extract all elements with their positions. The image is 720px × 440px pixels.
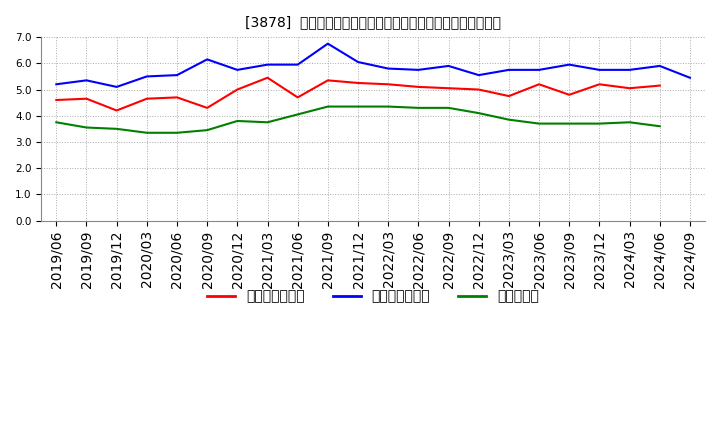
在庫回転率 xyxy=(143,130,151,136)
在庫回転率 xyxy=(52,120,60,125)
買入債務回転率 xyxy=(143,74,151,79)
Line: 在庫回転率: 在庫回転率 xyxy=(56,106,660,133)
売上債権回転率 xyxy=(474,87,483,92)
買入債務回転率 xyxy=(595,67,603,73)
在庫回転率 xyxy=(655,124,664,129)
買入債務回転率 xyxy=(444,63,453,69)
買入債務回転率 xyxy=(565,62,574,67)
買入債務回転率 xyxy=(625,67,634,73)
売上債権回転率 xyxy=(203,105,212,110)
在庫回転率 xyxy=(625,120,634,125)
買入債務回転率 xyxy=(82,78,91,83)
在庫回転率 xyxy=(203,128,212,133)
買入債務回転率 xyxy=(535,67,544,73)
在庫回転率 xyxy=(233,118,242,124)
売上債権回転率 xyxy=(264,75,272,81)
買入債務回転率 xyxy=(384,66,392,71)
売上債権回転率 xyxy=(354,81,362,86)
売上債権回転率 xyxy=(444,85,453,91)
買入債務回転率 xyxy=(203,57,212,62)
売上債権回転率 xyxy=(323,78,332,83)
在庫回転率 xyxy=(535,121,544,126)
在庫回転率 xyxy=(112,126,121,132)
売上債権回転率 xyxy=(384,82,392,87)
売上債権回転率 xyxy=(535,82,544,87)
売上債権回転率 xyxy=(655,83,664,88)
Line: 買入債務回転率: 買入債務回転率 xyxy=(56,44,690,87)
在庫回転率 xyxy=(173,130,181,136)
売上債権回転率 xyxy=(414,84,423,90)
買入債務回転率 xyxy=(112,84,121,90)
買入債務回転率 xyxy=(323,41,332,46)
買入債務回転率 xyxy=(354,59,362,65)
売上債権回転率 xyxy=(505,93,513,99)
在庫回転率 xyxy=(474,110,483,116)
売上債権回転率 xyxy=(233,87,242,92)
売上債権回転率 xyxy=(565,92,574,97)
Legend: 売上債権回転率, 買入債務回転率, 在庫回転率: 売上債権回転率, 買入債務回転率, 在庫回転率 xyxy=(202,284,544,309)
在庫回転率 xyxy=(444,105,453,110)
在庫回転率 xyxy=(323,104,332,109)
在庫回転率 xyxy=(293,112,302,117)
在庫回転率 xyxy=(565,121,574,126)
在庫回転率 xyxy=(264,120,272,125)
売上債権回転率 xyxy=(595,82,603,87)
在庫回転率 xyxy=(82,125,91,130)
Line: 売上債権回転率: 売上債権回転率 xyxy=(56,78,660,110)
買入債務回転率 xyxy=(474,73,483,78)
在庫回転率 xyxy=(384,104,392,109)
在庫回転率 xyxy=(414,105,423,110)
売上債権回転率 xyxy=(82,96,91,101)
売上債権回転率 xyxy=(625,85,634,91)
買入債務回転率 xyxy=(414,67,423,73)
売上債権回転率 xyxy=(173,95,181,100)
買入債務回転率 xyxy=(52,82,60,87)
Title: [3878]  売上債権回転率、買入債務回転率、在庫回転率の推移: [3878] 売上債権回転率、買入債務回転率、在庫回転率の推移 xyxy=(245,15,501,29)
売上債権回転率 xyxy=(52,97,60,103)
買入債務回転率 xyxy=(655,63,664,69)
買入債務回転率 xyxy=(293,62,302,67)
買入債務回転率 xyxy=(233,67,242,73)
売上債権回転率 xyxy=(293,95,302,100)
売上債権回転率 xyxy=(143,96,151,101)
在庫回転率 xyxy=(354,104,362,109)
売上債権回転率 xyxy=(112,108,121,113)
在庫回転率 xyxy=(595,121,603,126)
在庫回転率 xyxy=(505,117,513,122)
買入債務回転率 xyxy=(264,62,272,67)
買入債務回転率 xyxy=(173,73,181,78)
買入債務回転率 xyxy=(685,75,694,81)
買入債務回転率 xyxy=(505,67,513,73)
